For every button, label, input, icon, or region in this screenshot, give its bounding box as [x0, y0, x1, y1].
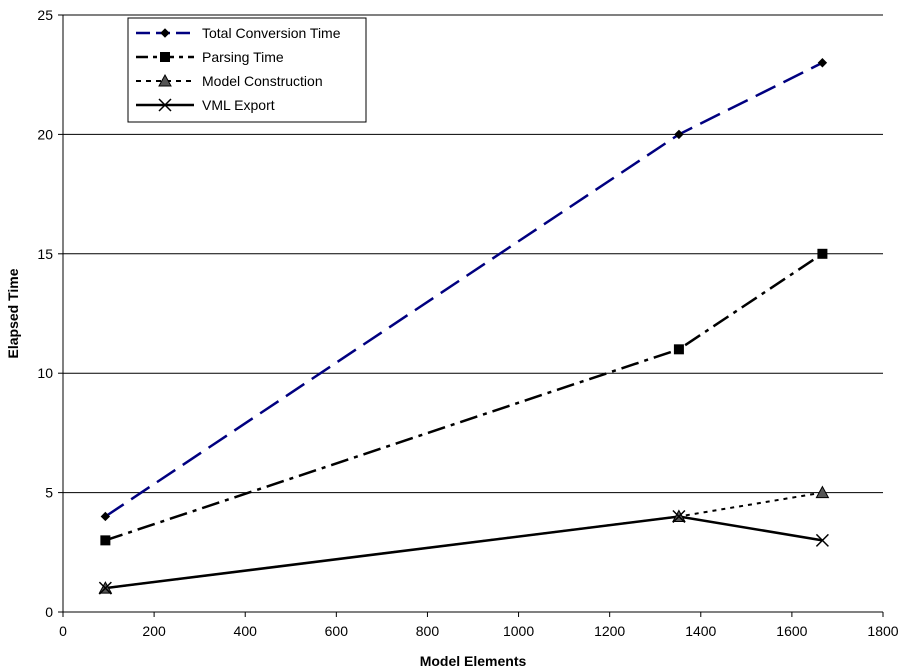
- y-tick-label: 20: [37, 126, 53, 142]
- legend-marker-x: [158, 98, 172, 112]
- y-axis-title: Elapsed Time: [5, 268, 21, 358]
- legend-label: Total Conversion Time: [202, 25, 341, 41]
- axes: [58, 14, 884, 617]
- legend: Total Conversion Time Parsing Time Model C…: [127, 17, 367, 123]
- series-markers: [98, 58, 830, 595]
- y-tick-label: 10: [37, 365, 53, 381]
- x-tick-label: 0: [59, 623, 67, 639]
- data-point-square: [817, 248, 828, 259]
- x-axis-title: Model Elements: [420, 653, 527, 669]
- x-tick-label: 1800: [867, 623, 898, 639]
- legend-label: Parsing Time: [202, 49, 284, 65]
- data-point-square: [100, 535, 111, 546]
- series-lines: [104, 61, 824, 590]
- y-tick-label: 15: [37, 246, 53, 262]
- x-tick-label: 400: [234, 623, 258, 639]
- x-tick-label: 1000: [503, 623, 534, 639]
- x-tick-label: 800: [416, 623, 440, 639]
- data-point-x: [98, 581, 112, 595]
- legend-label: VML Export: [202, 97, 275, 113]
- y-tick-label: 0: [45, 604, 53, 620]
- x-tick-label: 200: [142, 623, 166, 639]
- x-tick-label: 1200: [594, 623, 625, 639]
- series-line-3: [105, 515, 823, 590]
- data-point-diamond: [674, 129, 684, 140]
- data-point-triangle: [815, 485, 830, 499]
- x-tick-label: 600: [325, 623, 349, 639]
- x-tick-label: 1400: [685, 623, 716, 639]
- series-line-0: [104, 61, 823, 518]
- legend-marker-square: [160, 52, 170, 62]
- tick-labels: 0 5 10 15 20 25 0 200 400 600 800 1000 1200 1400 1600 1…: [37, 7, 898, 639]
- y-tick-label: 25: [37, 7, 53, 23]
- data-point-square: [673, 344, 684, 355]
- data-point-diamond: [100, 511, 111, 522]
- legend-label: Model Construction: [202, 73, 323, 89]
- legend-marker-diamond: [160, 28, 170, 38]
- data-point-diamond: [817, 58, 828, 68]
- series-line-1: [104, 252, 824, 542]
- data-point-x: [815, 533, 829, 547]
- gridlines: [63, 14, 883, 494]
- data-point-x: [672, 509, 686, 524]
- y-tick-label: 5: [45, 485, 53, 501]
- legend-marker-triangle: [158, 73, 172, 87]
- x-tick-label: 1600: [776, 623, 807, 639]
